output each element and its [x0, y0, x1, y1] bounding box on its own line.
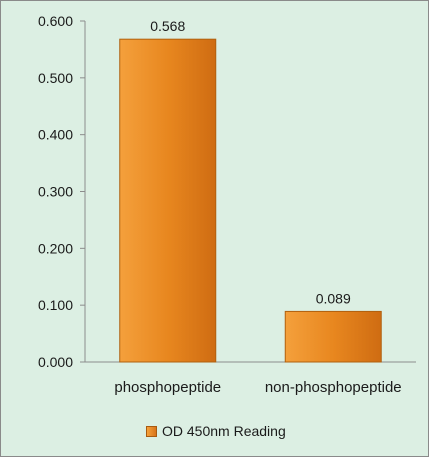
y-tick-label: 0.600	[38, 13, 73, 29]
y-tick-label: 0.500	[38, 70, 73, 86]
y-tick-label: 0.300	[38, 184, 73, 200]
y-tick-label: 0.400	[38, 127, 73, 143]
data-label-phosphopeptide: 0.568	[150, 18, 185, 34]
bar-phosphopeptide	[119, 38, 217, 363]
x-category-label: phosphopeptide	[114, 379, 221, 396]
data-label-non-phosphopeptide: 0.089	[316, 290, 351, 306]
x-category-label: non-phosphopeptide	[265, 379, 402, 396]
legend-label: OD 450nm Reading	[162, 423, 286, 439]
y-tick-label: 0.000	[38, 354, 73, 370]
y-tick-label: 0.200	[38, 240, 73, 256]
legend-swatch	[146, 425, 157, 437]
bar-non-phosphopeptide	[284, 310, 382, 363]
y-tick-label: 0.100	[38, 297, 73, 313]
legend: OD 450nm Reading	[146, 423, 286, 439]
